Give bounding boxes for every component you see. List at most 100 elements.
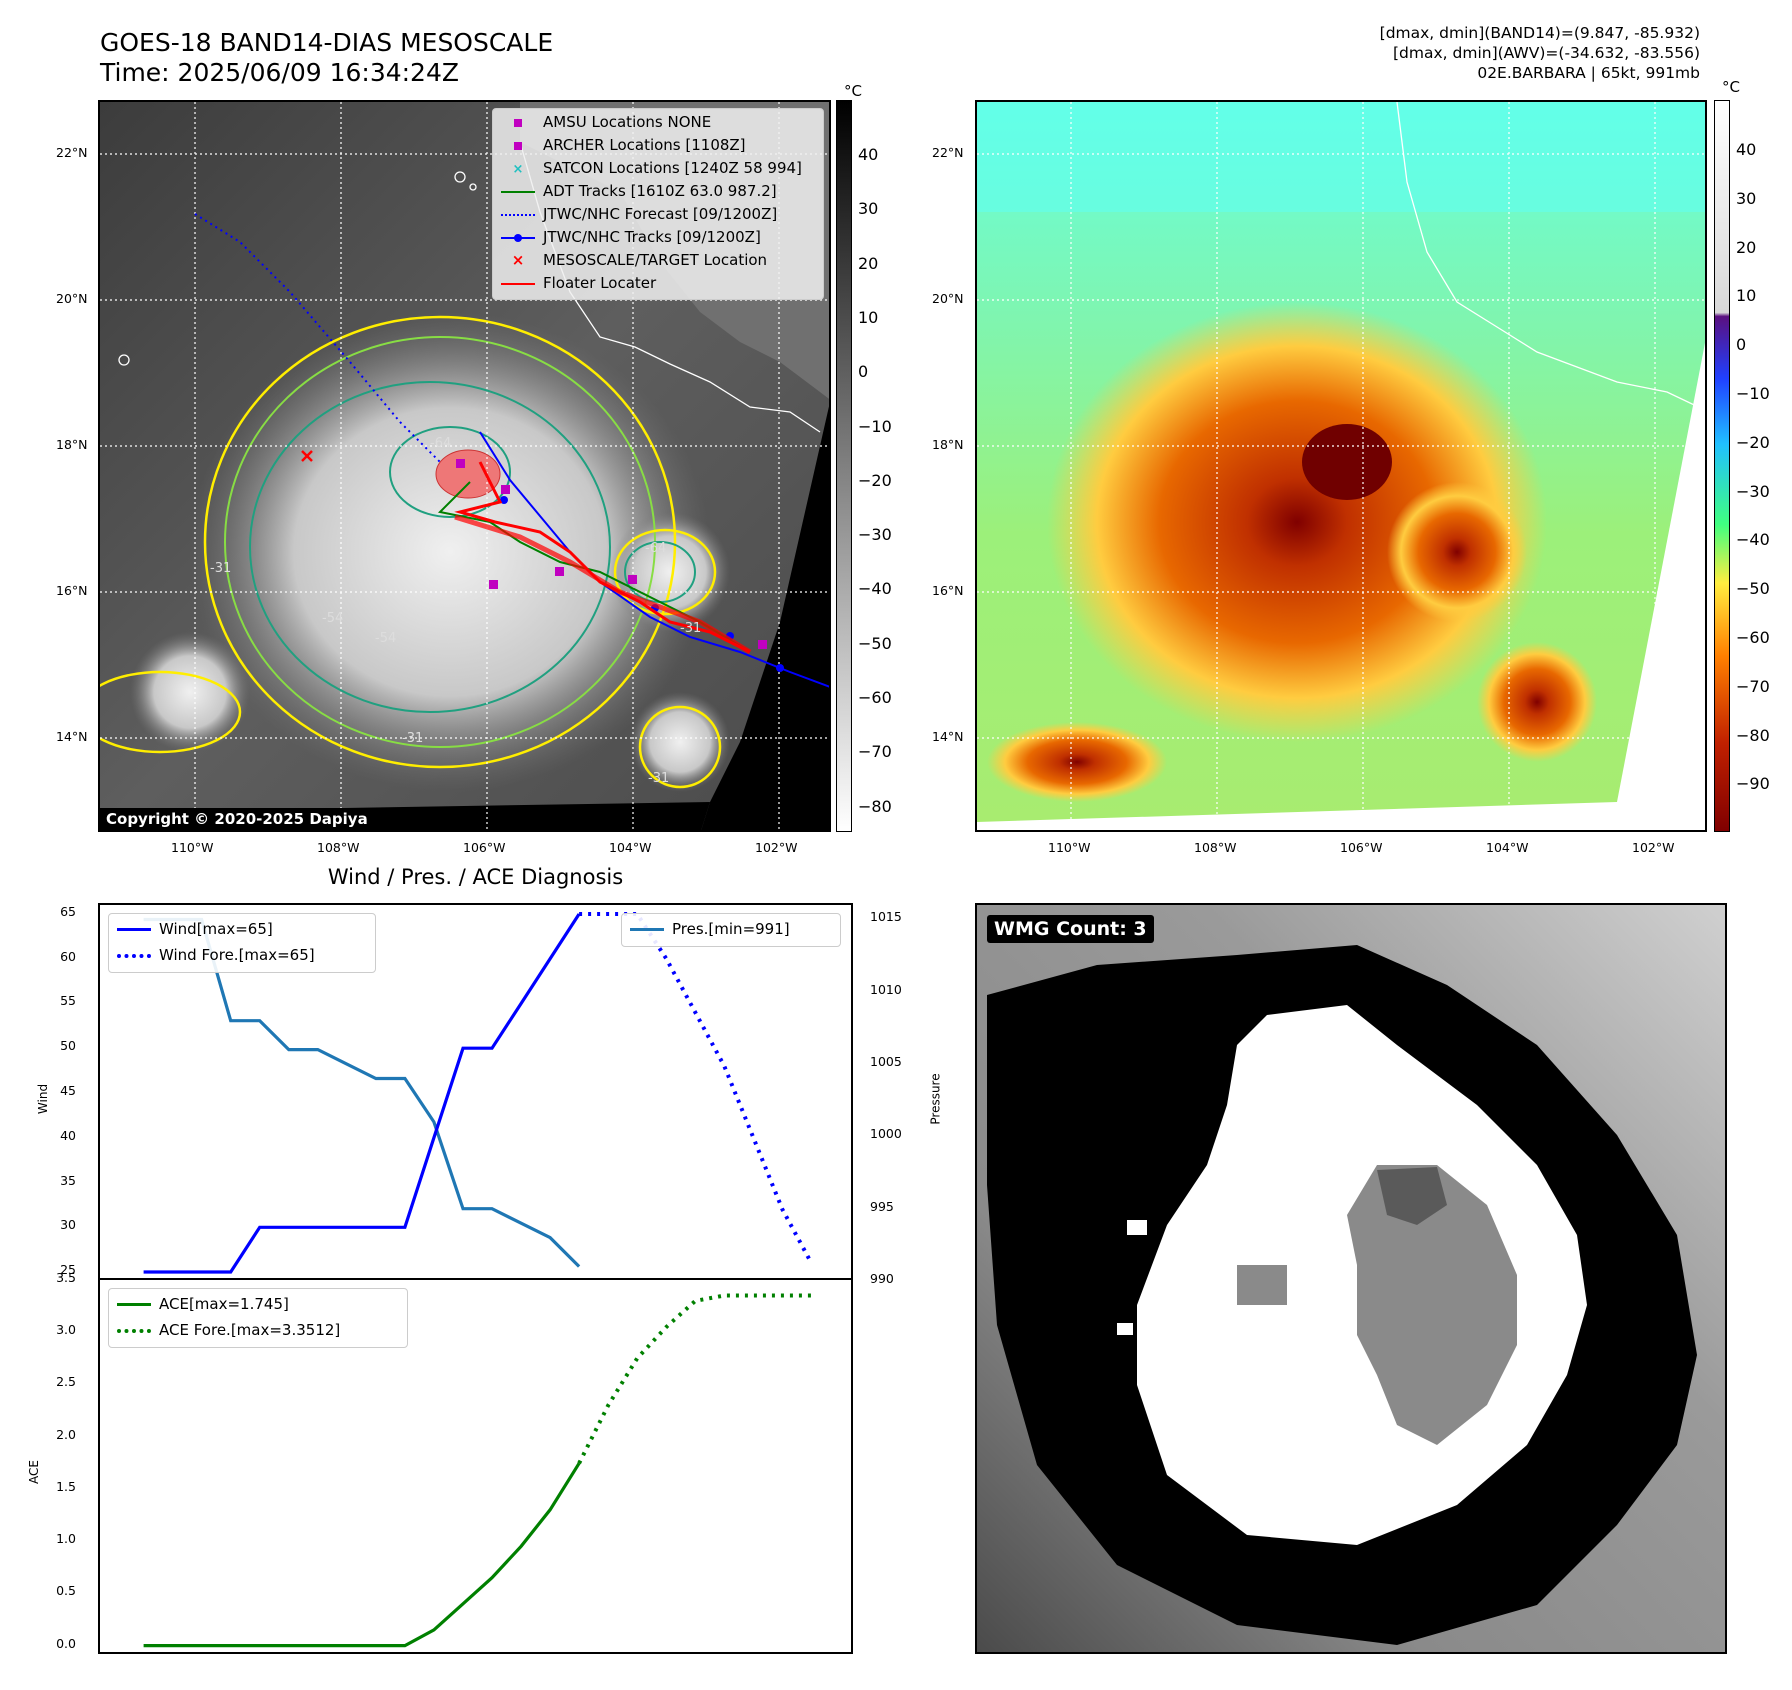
colorbar-tick-label: −70 <box>1736 676 1770 696</box>
lon-label: 102°W <box>1632 840 1675 855</box>
axis-tick-label: 2.0 <box>56 1426 76 1442</box>
lat-label: 16°N <box>932 583 964 598</box>
wind-axis-label: Wind <box>36 1083 51 1115</box>
colorbar-tick-label: 10 <box>858 307 879 327</box>
colorbar-tick-label: −20 <box>858 470 892 490</box>
axis-tick-label: 1015 <box>870 909 902 925</box>
lon-label: 106°W <box>463 840 506 855</box>
lon-label: 106°W <box>1340 840 1383 855</box>
legend-item: ADT Tracks [1610Z 63.0 987.2] <box>501 182 777 200</box>
legend-item: JTWC/NHC Tracks [09/1200Z] <box>501 228 761 246</box>
map-legend: AMSU Locations NONE ARCHER Locations [11… <box>492 108 824 300</box>
lon-label: 102°W <box>755 840 798 855</box>
dotted-line-icon <box>117 953 151 958</box>
colorbar-tick-label: −30 <box>858 525 892 545</box>
copyright-label: Copyright © 2020-2025 Dapiya <box>100 808 374 830</box>
colorbar-tick-label: 0 <box>1736 335 1747 355</box>
dotted-line-icon <box>117 1328 151 1333</box>
x-marker-icon: × <box>512 162 524 177</box>
axis-tick-label: 60 <box>60 948 76 964</box>
dmax-awv: [dmax, dmin](AWV)=(-34.632, -83.556) <box>1393 44 1700 62</box>
axis-tick-label: 990 <box>870 1271 894 1286</box>
line-dot-icon <box>501 233 535 242</box>
contour-label: -31 <box>402 731 423 746</box>
awv-map <box>977 102 1705 830</box>
colorbar-tick-label: −10 <box>1736 384 1770 403</box>
colorbar-unit: °C <box>1722 78 1740 96</box>
colorbar-tick-label: 10 <box>1736 286 1757 306</box>
grayscale-colorbar <box>836 100 852 832</box>
dotted-line-icon <box>501 213 535 216</box>
solid-line-icon <box>117 1303 151 1306</box>
legend-item: Wind[max=65] <box>117 920 273 938</box>
dmax-band14: [dmax, dmin](BAND14)=(9.847, -85.932) <box>1379 24 1700 42</box>
lon-label: 104°W <box>1486 840 1529 855</box>
legend-item: × MESOSCALE/TARGET Location <box>501 251 767 269</box>
axis-tick-label: 1.5 <box>56 1478 76 1494</box>
legend-item: AMSU Locations NONE <box>501 113 711 131</box>
lat-label: 18°N <box>932 437 964 452</box>
contour-label: -64 <box>645 541 666 556</box>
line-marker-icon <box>501 282 535 285</box>
axis-tick-label: 65 <box>60 903 76 919</box>
pressure-legend: Pres.[min=991] <box>621 913 841 947</box>
lat-label: 22°N <box>932 145 964 160</box>
colorbar-unit: °C <box>844 82 862 100</box>
legend-item: JTWC/NHC Forecast [09/1200Z] <box>501 205 777 223</box>
ace-axis-label: ACE <box>26 1460 41 1484</box>
x-marker-icon: × <box>511 251 525 269</box>
legend-item: ACE Fore.[max=3.3512] <box>117 1321 340 1339</box>
lat-label: 14°N <box>932 729 964 744</box>
axis-tick-label: 1010 <box>870 981 902 997</box>
axis-tick-label: 55 <box>60 993 76 1009</box>
wmg-panel: WMG Count: 3 <box>975 903 1727 1654</box>
lat-label: 14°N <box>56 729 88 744</box>
axis-tick-label: 1.0 <box>56 1531 76 1547</box>
wmg-image <box>977 905 1725 1652</box>
axis-tick-label: 1000 <box>870 1126 902 1142</box>
colorbar-tick-label: −20 <box>1736 432 1770 452</box>
lon-label: 108°W <box>1194 840 1237 855</box>
contour-label: -54 <box>322 611 343 626</box>
axis-tick-label: 35 <box>60 1172 76 1188</box>
axis-tick-label: 50 <box>60 1038 76 1054</box>
colorbar-tick-label: 20 <box>858 253 879 273</box>
lat-label: 22°N <box>56 145 88 160</box>
awv-colorbar <box>1714 100 1730 832</box>
awv-map-panel <box>975 100 1707 832</box>
wind-pressure-panel: Wind[max=65] Wind Fore.[max=65] Pres.[mi… <box>98 903 853 1279</box>
ace-legend: ACE[max=1.745] ACE Fore.[max=3.3512] <box>108 1288 408 1348</box>
ace-forecast-series-line <box>577 1293 812 1465</box>
colorbar-tick-label: −50 <box>1736 579 1770 599</box>
colorbar-tick-label: −30 <box>1736 481 1770 501</box>
contour-label: -64 <box>430 436 451 451</box>
lat-label: 16°N <box>56 583 88 598</box>
colorbar-tick-label: −40 <box>1736 530 1770 550</box>
contour-label: -31 <box>648 771 669 786</box>
colorbar-tick-label: −50 <box>858 633 892 653</box>
square-marker-icon <box>514 142 522 150</box>
colorbar-tick-label: 30 <box>1736 188 1757 208</box>
lon-label: 108°W <box>317 840 360 855</box>
line-marker-icon <box>501 190 535 193</box>
contour-label: -54 <box>375 631 396 646</box>
axis-tick-label: 0.0 <box>56 1635 76 1651</box>
solid-line-icon <box>630 928 664 931</box>
axis-tick-label: 40 <box>60 1127 76 1143</box>
wmg-count-label: WMG Count: 3 <box>987 915 1154 943</box>
lon-label: 110°W <box>1048 840 1091 855</box>
axis-tick-label: 0.5 <box>56 1583 76 1599</box>
colorbar-tick-label: −40 <box>858 579 892 599</box>
legend-item: Floater Locater <box>501 274 656 292</box>
lat-label: 20°N <box>932 291 964 306</box>
storm-info: 02E.BARBARA | 65kt, 991mb <box>1477 64 1700 82</box>
contour-label: -31 <box>210 561 231 576</box>
contour-label: -31 <box>680 621 701 636</box>
lat-label: 20°N <box>56 291 88 306</box>
ace-panel: ACE[max=1.745] ACE Fore.[max=3.3512] <box>98 1278 853 1654</box>
axis-tick-label: 25 <box>60 1262 76 1278</box>
figure-title: GOES-18 BAND14-DIAS MESOSCALE <box>100 28 554 57</box>
colorbar-tick-label: −70 <box>858 742 892 762</box>
solid-line-icon <box>117 928 151 931</box>
ace-series-line <box>143 1462 581 1648</box>
